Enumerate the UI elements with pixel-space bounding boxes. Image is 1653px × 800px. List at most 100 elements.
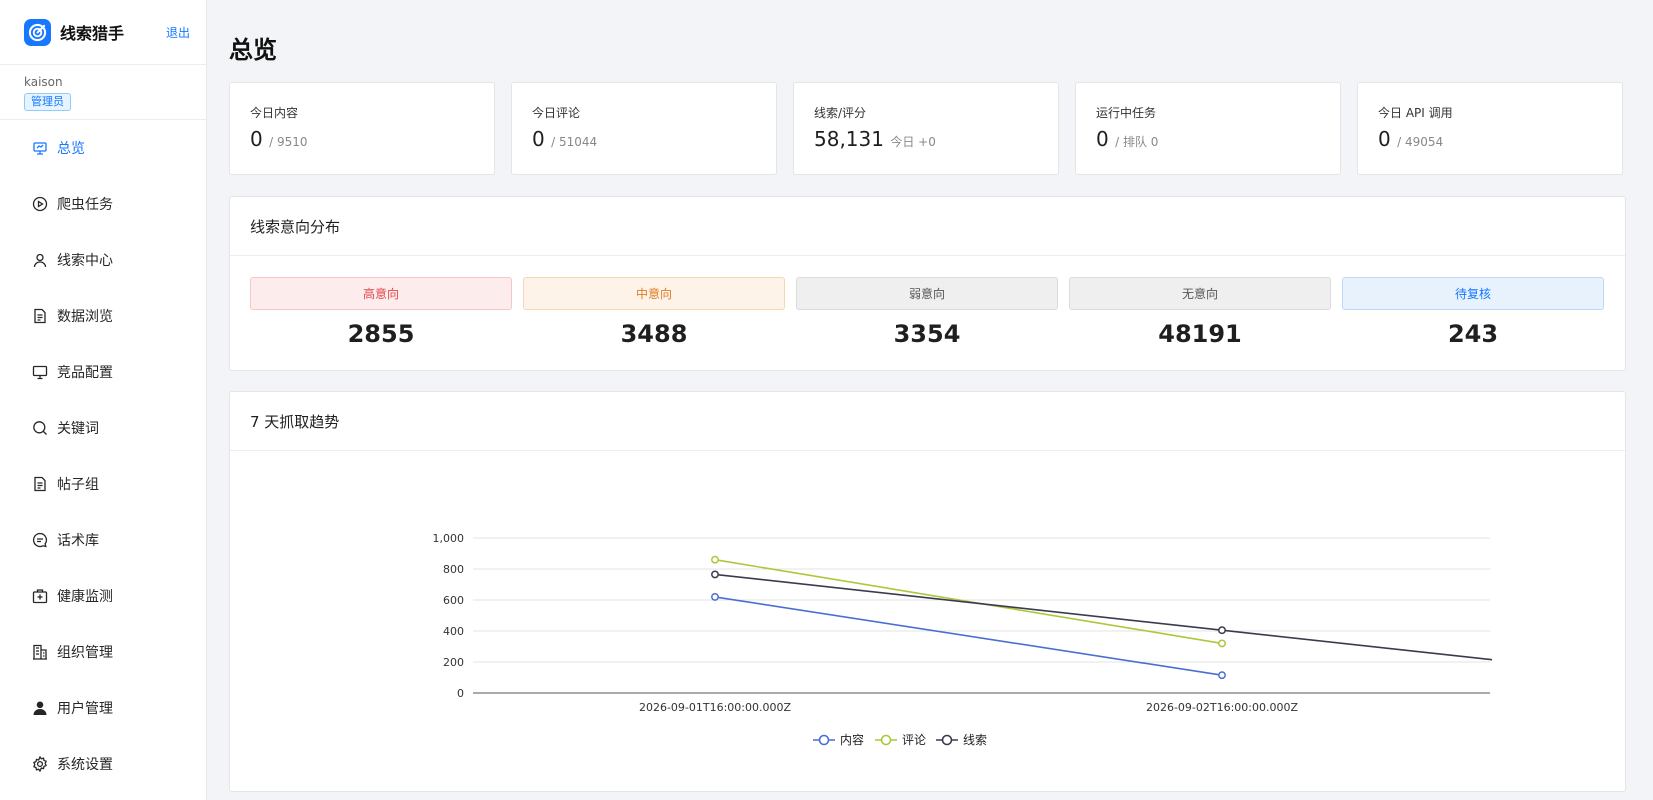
stat-value: 0 (532, 127, 545, 151)
data-point (1218, 639, 1226, 648)
y-tick-label: 800 (443, 563, 464, 576)
app-name: 线索猎手 (60, 24, 125, 43)
stat-sub: 今日 +0 (890, 135, 936, 149)
stat-value-row: 58,131 今日 +0 (814, 127, 1038, 154)
user-info: kaison 管理员 (0, 65, 206, 120)
sidebar-item-3[interactable]: 数据浏览 (0, 288, 206, 344)
intent-distribution-panel: 线索意向分布 高意向 2855 中意向 3488 弱意向 3354 无意向 48191 待复核 2… (229, 196, 1626, 371)
username: kaison (24, 75, 63, 89)
y-tick-label: 1,000 (433, 532, 465, 545)
series-line-0 (714, 596, 1223, 676)
data-point (711, 555, 719, 564)
legend-label: 线索 (963, 733, 987, 747)
file-text-icon (32, 476, 48, 492)
trend-panel: 7 天抓取趋势 0 200 400 600 800 1,000 2026-09-01T16:… (229, 391, 1626, 792)
legend-marker (818, 734, 830, 746)
sidebar-item-label: 系统设置 (57, 757, 113, 773)
sidebar-item-label: 关键词 (57, 421, 99, 437)
y-tick-label: 200 (443, 656, 464, 669)
role-badge: 管理员 (24, 93, 71, 111)
intent-count: 243 (1447, 320, 1499, 348)
stat-label: 今日评论 (532, 106, 581, 120)
sidebar-item-label: 用户管理 (57, 701, 113, 717)
y-tick-label: 0 (457, 687, 464, 700)
data-point (711, 592, 719, 601)
data-point (711, 570, 719, 579)
stat-label: 运行中任务 (1096, 106, 1157, 120)
building-icon (32, 644, 48, 660)
intent-tag: 中意向 (523, 277, 785, 310)
intent-count: 3488 (620, 320, 688, 348)
medicine-box-icon (32, 588, 48, 604)
message-icon (32, 532, 48, 548)
stat-value-row: 0 / 49054 (1378, 127, 1602, 154)
file-text-icon (32, 308, 48, 324)
sidebar-item-5[interactable]: 关键词 (0, 400, 206, 456)
sidebar-menu: 总览爬虫任务线索中心数据浏览竞品配置关键词帖子组话术库健康监测组织管理用户管理系… (0, 120, 206, 792)
sidebar-item-label: 数据浏览 (57, 309, 113, 325)
y-tick-label: 600 (443, 594, 464, 607)
legend-marker (880, 734, 892, 746)
sidebar-item-label: 帖子组 (57, 477, 99, 493)
legend-label: 内容 (840, 732, 864, 747)
user-filled-icon (32, 700, 48, 716)
sidebar-item-0[interactable]: 总览 (0, 120, 206, 176)
sidebar-item-9[interactable]: 组织管理 (0, 624, 206, 680)
sidebar-item-7[interactable]: 话术库 (0, 512, 206, 568)
intent-item: 无意向 48191 (1069, 277, 1331, 348)
legend-marker (941, 734, 953, 746)
intent-item: 中意向 3488 (523, 277, 785, 348)
page-title: 总览 (229, 36, 277, 64)
sidebar-item-label: 爬虫任务 (57, 197, 113, 213)
sidebar-item-2[interactable]: 线索中心 (0, 232, 206, 288)
intent-item: 弱意向 3354 (796, 277, 1058, 348)
sidebar-item-label: 组织管理 (57, 645, 113, 661)
stat-card: 运行中任务 0 / 排队 0 (1075, 82, 1341, 175)
intent-count: 48191 (1158, 320, 1242, 348)
intent-tag: 高意向 (250, 277, 512, 310)
intent-tag: 待复核 (1342, 277, 1604, 310)
sidebar-item-label: 话术库 (57, 533, 99, 549)
stat-card: 今日 API 调用 0 / 49054 (1357, 82, 1623, 175)
main-content: 总览 今日内容 0 / 9510 今日评论 0 / 51044 线索/评分 58,131 … (207, 0, 1653, 800)
data-point (1218, 671, 1226, 680)
app-logo-icon (24, 18, 51, 46)
intent-count: 3354 (893, 320, 961, 348)
sidebar-item-10[interactable]: 用户管理 (0, 680, 206, 736)
sidebar: 线索猎手 退出 kaison 管理员 总览爬虫任务线索中心数据浏览竞品配置关键词… (0, 0, 207, 800)
play-circle-icon (32, 196, 48, 212)
data-point (1218, 626, 1226, 635)
logout-link[interactable]: 退出 (165, 25, 190, 40)
trend-panel-title: 7 天抓取趋势 (230, 392, 1625, 451)
legend-label: 评论 (902, 733, 926, 747)
sidebar-item-4[interactable]: 竞品配置 (0, 344, 206, 400)
sidebar-item-label: 健康监测 (57, 589, 113, 605)
stat-value: 0 (250, 127, 263, 151)
stat-card: 今日评论 0 / 51044 (511, 82, 777, 175)
sidebar-item-1[interactable]: 爬虫任务 (0, 176, 206, 232)
monitor-icon (32, 364, 48, 380)
intent-panel-title: 线索意向分布 (230, 197, 1625, 256)
sidebar-item-label: 线索中心 (57, 253, 113, 269)
stat-sub: / 排队 0 (1115, 135, 1159, 149)
sidebar-item-6[interactable]: 帖子组 (0, 456, 206, 512)
intent-item: 待复核 243 (1342, 277, 1604, 348)
y-tick-label: 400 (443, 625, 464, 638)
x-tick-label: 2026-09-01T16:00:00.000Z (639, 701, 792, 714)
stat-value-row: 0 / 9510 (250, 127, 474, 154)
intent-tag: 弱意向 (796, 277, 1058, 310)
stat-card: 线索/评分 58,131 今日 +0 (793, 82, 1059, 175)
sidebar-item-8[interactable]: 健康监测 (0, 568, 206, 624)
stat-label: 今日 API 调用 (1378, 106, 1453, 120)
stat-card: 今日内容 0 / 9510 (229, 82, 495, 175)
intent-tag: 无意向 (1069, 277, 1331, 310)
search-icon (32, 420, 48, 436)
sidebar-item-11[interactable]: 系统设置 (0, 736, 206, 792)
sidebar-item-label: 总览 (57, 141, 85, 157)
intent-count: 2855 (347, 320, 415, 348)
sidebar-item-label: 竞品配置 (57, 365, 113, 381)
dashboard-icon (32, 140, 48, 156)
stat-value: 0 (1096, 127, 1109, 151)
stat-label: 今日内容 (250, 106, 299, 120)
stat-sub: / 51044 (551, 135, 598, 149)
